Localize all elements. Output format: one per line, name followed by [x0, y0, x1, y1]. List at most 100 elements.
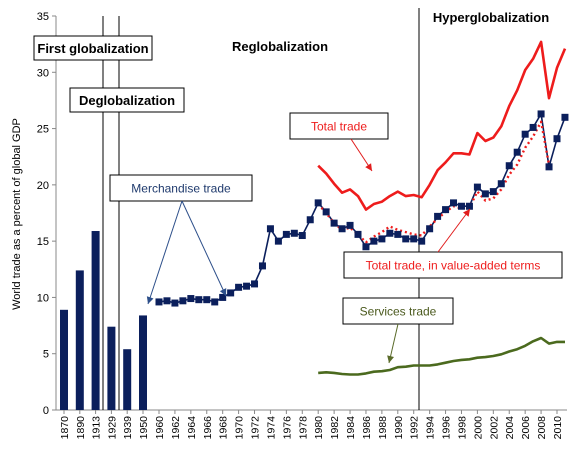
merchandise-point: [179, 297, 187, 305]
merchandise-point: [298, 232, 306, 240]
callout-services-text: Services trade: [360, 305, 437, 319]
x-tick-label: 1964: [186, 416, 198, 440]
merchandise-point: [505, 162, 513, 170]
x-tick-label: 1962: [170, 416, 182, 440]
merchandise-point: [203, 296, 211, 304]
x-tick-label: 1990: [393, 416, 405, 440]
merchandise-point: [322, 208, 330, 216]
merchandise-point: [473, 183, 481, 191]
x-tick-label: 1974: [265, 416, 277, 440]
merchandise-point: [410, 235, 418, 243]
merchandise-point: [282, 230, 290, 238]
merchandise-point: [219, 293, 227, 301]
x-tick-label: 2008: [536, 416, 548, 440]
x-tick-label: 1980: [313, 416, 325, 440]
merchandise-point: [442, 206, 450, 214]
merchandise-point: [290, 229, 298, 237]
x-tick-label: 2000: [472, 416, 484, 440]
merchandise-point: [306, 216, 314, 224]
merchandise-point: [195, 296, 203, 304]
merchandise-point: [171, 299, 179, 307]
arrow-merchandise-1-head: [146, 296, 154, 304]
arrow-merchandise-1: [147, 200, 183, 305]
y-tick-label: 20: [37, 180, 49, 192]
x-tick-label: 1996: [441, 416, 453, 440]
merchandise-point: [378, 235, 386, 243]
merchandise-point: [338, 225, 346, 233]
x-tick-label: 1966: [202, 416, 214, 440]
x-tick-label: 1968: [218, 416, 230, 440]
y-axis-title: World trade as a percent of global GDP: [11, 118, 23, 310]
bar-1870: [60, 309, 68, 410]
merchandise-point: [497, 180, 505, 188]
x-tick-label: 1984: [345, 416, 357, 440]
bar-1913: [91, 231, 100, 410]
series-services-trade: [318, 336, 565, 376]
callout-merchandise-box: [109, 174, 253, 202]
arrow-total-head: [365, 163, 372, 171]
arrow-value-added: [437, 208, 471, 253]
callouts: Merchandise trade Total trade Total trade,…: [109, 112, 563, 364]
x-tick-label: 1960: [154, 416, 166, 440]
x-tick-label: 1998: [456, 416, 468, 440]
merchandise-point: [163, 297, 171, 305]
callout-services-box: [342, 297, 454, 325]
x-tick-label: 1988: [377, 416, 389, 440]
merchandise-point: [529, 123, 537, 131]
series-lines: [158, 40, 567, 376]
x-tick-label: 2004: [504, 416, 516, 440]
merchandise-point: [258, 262, 266, 270]
merchandise-point: [187, 295, 195, 303]
x-tick-label: 1913: [91, 416, 103, 440]
merchandise-point: [450, 199, 458, 207]
x-tick-label: 2006: [520, 416, 532, 440]
callout-total-text: Total trade: [311, 120, 367, 134]
x-tick-label: 2010: [552, 416, 564, 440]
merchandise-point: [434, 212, 442, 220]
merchandise-point: [314, 199, 322, 207]
merchandise-point: [370, 237, 378, 245]
x-tick-label: 1939: [122, 416, 134, 440]
merchandise-point: [386, 229, 394, 237]
arrow-merchandise-2: [181, 200, 227, 297]
merchandise-point: [266, 225, 274, 233]
y-tick-label: 35: [37, 11, 49, 23]
x-tick-label: 1890: [75, 416, 87, 440]
series-merchandise-trade: [158, 113, 566, 304]
bar-1939: [123, 349, 132, 410]
era-label-first: First globalization: [33, 35, 153, 61]
merchandise-point: [537, 110, 545, 118]
x-tick-label: 1929: [106, 416, 118, 440]
x-tick-label: 1950: [138, 416, 150, 440]
merchandise-point: [235, 283, 243, 291]
x-tick-label: 1970: [234, 416, 246, 440]
bar-1890: [75, 270, 84, 410]
x-tick-label: 1976: [281, 416, 293, 440]
x-tick-label: 1978: [297, 416, 309, 440]
y-tick-label: 15: [37, 236, 49, 248]
bar-1950: [139, 315, 147, 410]
series-total-trade-in-value-added-terms: [317, 120, 551, 244]
era-label-deglob: Deglobalization: [69, 87, 185, 113]
x-tick-label: 1994: [425, 416, 437, 440]
x-tick-label: 1986: [361, 416, 373, 440]
merchandise-point: [251, 280, 259, 288]
y-axis: 0 5 10 15 20 25 30 35: [37, 11, 57, 417]
merchandise-point: [418, 237, 426, 245]
merchandise-point: [402, 235, 410, 243]
x-axis: 1870 1890 1913 1929 1939 1950 1960 1962 1964 1966…: [56, 409, 567, 440]
y-tick-label: 30: [37, 67, 49, 79]
series-total-trade: [317, 40, 567, 211]
era-dividers: [102, 8, 420, 410]
merchandise-point: [513, 148, 521, 156]
callout-total-box: [289, 112, 389, 140]
merchandise-point: [243, 282, 251, 290]
x-tick-label: 1992: [409, 416, 421, 440]
y-tick-label: 10: [37, 292, 49, 304]
era-label-hyper: Hyperglobalization: [433, 10, 549, 25]
arrow-value-added-head: [463, 209, 470, 217]
merchandise-point: [521, 130, 529, 138]
merchandise-point: [354, 230, 362, 238]
merchandise-point: [211, 298, 219, 306]
